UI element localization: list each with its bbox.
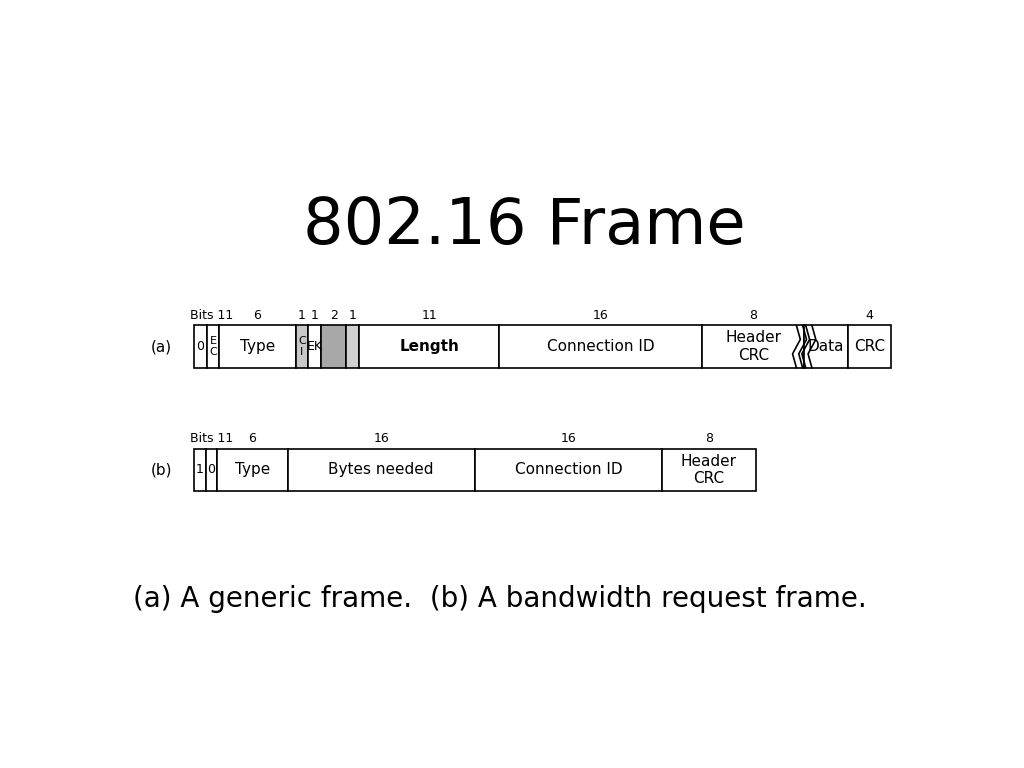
Text: CRC: CRC [854,339,885,354]
Text: Type: Type [240,339,275,354]
Text: 16: 16 [560,432,577,445]
Bar [804,326,848,368]
Text: 16: 16 [593,309,608,322]
Text: E
C: E C [209,336,217,357]
Text: 1: 1 [196,463,204,476]
Text: 6: 6 [249,432,256,445]
Text: C
I: C I [298,336,306,357]
Bar [499,326,702,368]
Text: 1: 1 [310,309,318,322]
Bar [321,326,346,368]
Text: Length: Length [399,339,459,354]
Bar [296,326,308,368]
Text: Type: Type [234,462,270,478]
Text: 1: 1 [298,309,306,322]
Text: Header
CRC: Header CRC [725,330,781,362]
Bar [217,449,288,491]
Bar [194,326,207,368]
Text: Header
CRC: Header CRC [681,454,737,486]
Bar [475,449,663,491]
Text: Bits 11: Bits 11 [190,432,233,445]
Text: (b): (b) [152,462,173,478]
Text: 0: 0 [208,463,215,476]
Bar [663,449,756,491]
Text: 11: 11 [421,309,437,322]
Text: 16: 16 [374,432,389,445]
Text: (a): (a) [152,339,172,354]
Bar [702,326,804,368]
Bar [308,326,321,368]
Bar [194,449,206,491]
Text: 8: 8 [750,309,758,322]
Text: Bits 11: Bits 11 [190,309,233,322]
Text: Bytes needed: Bytes needed [329,462,434,478]
Text: (a) A generic frame.  (b) A bandwidth request frame.: (a) A generic frame. (b) A bandwidth req… [133,584,867,613]
Bar [359,326,499,368]
Text: 1: 1 [349,309,356,322]
Text: 2: 2 [330,309,338,322]
Bar [288,449,475,491]
Bar [219,326,296,368]
Bar [207,326,219,368]
Text: Connection ID: Connection ID [547,339,654,354]
Bar [346,326,359,368]
Text: Connection ID: Connection ID [515,462,623,478]
Text: 6: 6 [254,309,261,322]
Bar [206,449,217,491]
Text: 8: 8 [705,432,713,445]
Text: Data: Data [808,339,844,354]
Bar [848,326,891,368]
Text: EK: EK [306,340,323,353]
Text: 4: 4 [865,309,873,322]
Text: 0: 0 [197,340,204,353]
Text: 802.16 Frame: 802.16 Frame [303,194,746,257]
